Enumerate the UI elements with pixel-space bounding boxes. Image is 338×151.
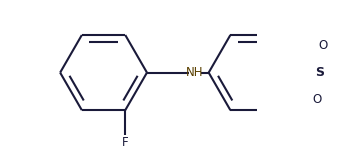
Text: O: O [318, 39, 327, 52]
Text: NH: NH [186, 66, 204, 79]
Text: F: F [122, 136, 128, 149]
Text: O: O [313, 93, 322, 106]
Text: S: S [315, 66, 324, 79]
